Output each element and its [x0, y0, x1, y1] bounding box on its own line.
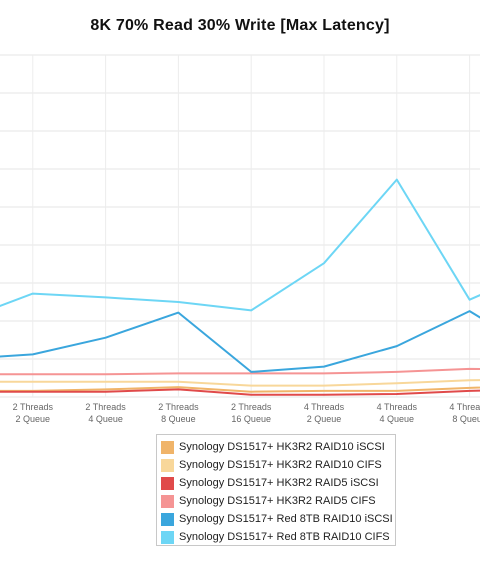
- legend-swatch: [161, 458, 174, 472]
- legend-item[interactable]: Synology DS1517+ HK3R2 RAID5 CIFS: [161, 492, 395, 510]
- legend-item[interactable]: Synology DS1517+ Red 8TB RAID10 CIFS: [161, 528, 395, 546]
- legend: Synology DS1517+ HK3R2 RAID10 iSCSI Synol…: [156, 434, 396, 546]
- legend-label: Synology DS1517+ HK3R2 RAID5 CIFS: [179, 495, 376, 507]
- legend-item[interactable]: Synology DS1517+ Red 8TB RAID10 iSCSI: [161, 510, 395, 528]
- x-tick-label: 8 Queue: [161, 414, 196, 424]
- legend-item[interactable]: Synology DS1517+ HK3R2 RAID10 iSCSI: [161, 438, 395, 456]
- legend-swatch: [161, 440, 174, 454]
- legend-label: Synology DS1517+ Red 8TB RAID10 iSCSI: [179, 513, 393, 525]
- x-tick-label: 2 Threads: [231, 402, 272, 412]
- series-lines: [0, 178, 480, 396]
- legend-swatch: [161, 530, 174, 544]
- x-tick-label: 16 Queue: [231, 414, 271, 424]
- legend-swatch: [161, 476, 174, 490]
- x-tick-label: 2 Queue: [307, 414, 342, 424]
- x-tick-label: 2 Threads: [85, 402, 126, 412]
- legend-swatch: [161, 512, 174, 526]
- legend-swatch: [161, 494, 174, 508]
- x-tick-label: 4 Threads: [377, 402, 418, 412]
- x-tick-label: 8 Queue: [452, 414, 480, 424]
- legend-label: Synology DS1517+ HK3R2 RAID5 iSCSI: [179, 477, 379, 489]
- legend-label: Synology DS1517+ Red 8TB RAID10 CIFS: [179, 531, 390, 543]
- series-line-4: [0, 367, 480, 376]
- x-tick-label: 2 Threads: [158, 402, 199, 412]
- series-line-6: [0, 178, 480, 312]
- series-line-3: [0, 388, 480, 396]
- x-tick-label: 4 Threads: [304, 402, 345, 412]
- legend-item[interactable]: Synology DS1517+ HK3R2 RAID5 iSCSI: [161, 474, 395, 492]
- legend-label: Synology DS1517+ HK3R2 RAID10 CIFS: [179, 459, 382, 471]
- grid: [0, 54, 480, 398]
- x-tick-label: 4 Queue: [88, 414, 123, 424]
- series-line-2: [0, 379, 480, 387]
- legend-label: Synology DS1517+ HK3R2 RAID10 iSCSI: [179, 441, 385, 453]
- series-line-5: [0, 310, 480, 373]
- series-line-1: [0, 386, 480, 393]
- chart-title: 8K 70% Read 30% Write [Max Latency]: [90, 17, 390, 34]
- x-tick-label: 4 Threads: [449, 402, 480, 412]
- legend-item[interactable]: Synology DS1517+ HK3R2 RAID10 CIFS: [161, 456, 395, 474]
- x-tick-label: 2 Queue: [16, 414, 51, 424]
- x-tick-label: 4 Queue: [380, 414, 415, 424]
- x-tick-label: 2 Threads: [13, 402, 54, 412]
